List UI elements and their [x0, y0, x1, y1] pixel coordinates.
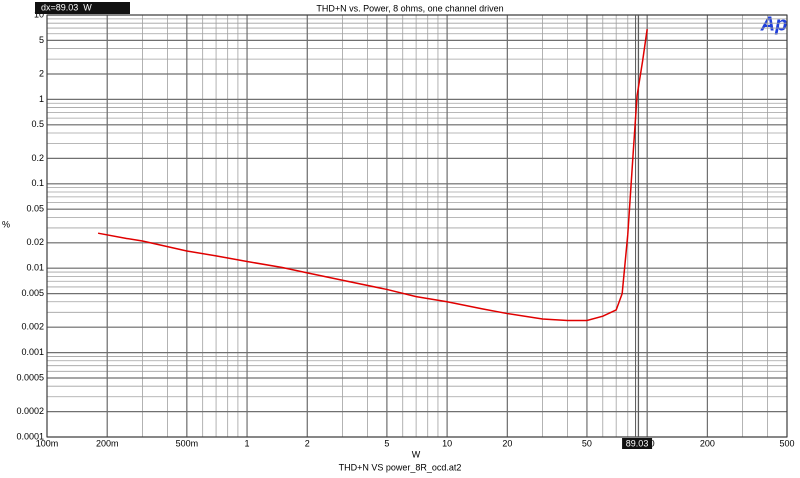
- logo: Ap: [760, 13, 788, 35]
- x-tick-label: 5: [384, 438, 389, 448]
- x-tick-label: 500m: [176, 438, 199, 448]
- y-tick-label: 0.001: [21, 347, 44, 357]
- y-tick-label: 0.0001: [16, 431, 44, 441]
- grid: [46, 14, 788, 438]
- readout-box: [35, 2, 130, 14]
- cursor-label-box: [622, 438, 653, 449]
- y-axis-label: %: [2, 219, 10, 229]
- y-tick-label: 0.0005: [16, 372, 44, 382]
- y-tick-label: 0.0002: [16, 406, 44, 416]
- plot-frame: [46, 14, 788, 438]
- x-tick-label: 200: [700, 438, 715, 448]
- y-tick-label: 0.2: [31, 153, 44, 163]
- chart-title: THD+N vs. Power, 8 ohms, one channel dri…: [316, 3, 503, 13]
- x-tick-label: 20: [502, 438, 512, 448]
- x-tick-label: 1: [245, 438, 250, 448]
- x-tick-label: 200m: [96, 438, 119, 448]
- y-tick-label: 0.002: [21, 322, 44, 332]
- y-tick-label: 1: [39, 94, 44, 104]
- footer: THD+N VS power_8R_ocd.at2: [339, 462, 462, 472]
- y-tick-label: 0.1: [31, 178, 44, 188]
- x-tick-label: 50: [582, 438, 592, 448]
- y-tick-label: 5: [39, 35, 44, 45]
- cursor-label: 89.03: [626, 438, 649, 448]
- x-tick-label: 500: [779, 438, 794, 448]
- x-axis-label: W: [412, 449, 421, 459]
- x-tick-label: 100m: [36, 438, 59, 448]
- x-tick-label: 10: [442, 438, 452, 448]
- y-tick-label: 0.5: [31, 119, 44, 129]
- y-tick-label: 0.005: [21, 288, 44, 298]
- y-tick-label: 0.05: [26, 204, 44, 214]
- data-line: [97, 29, 648, 322]
- readout: dx=89.03 W: [41, 2, 92, 12]
- x-tick-label: 2: [305, 438, 310, 448]
- y-tick-label: 0.02: [26, 237, 44, 247]
- y-tick-label: 10: [34, 9, 44, 19]
- y-tick-label: 0.01: [26, 263, 44, 273]
- y-tick-label: 2: [39, 68, 44, 78]
